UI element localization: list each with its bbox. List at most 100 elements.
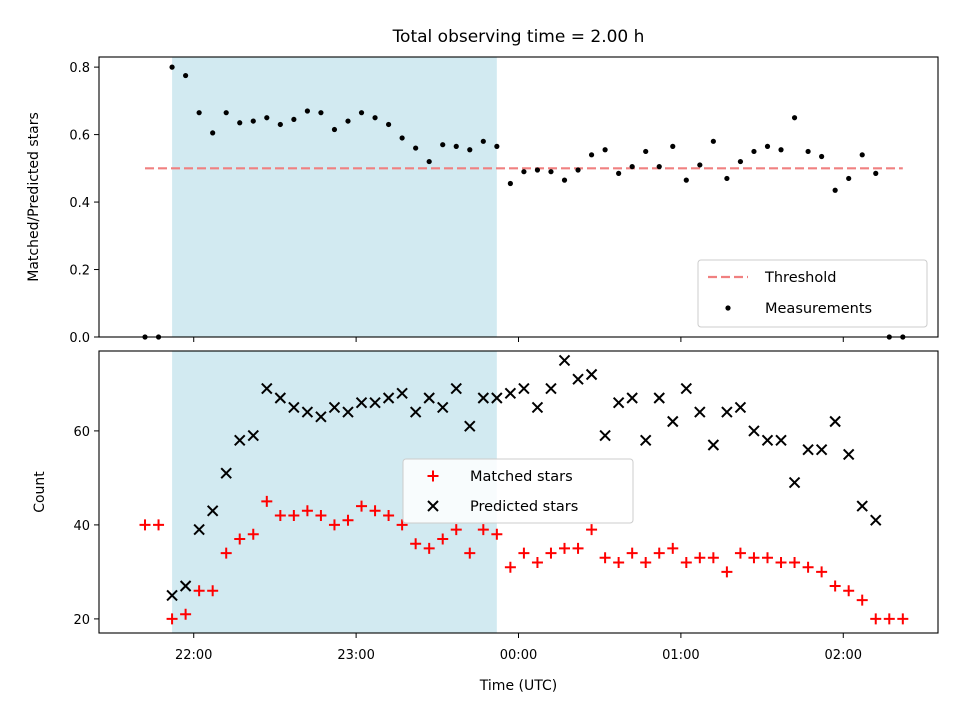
predicted-stars-point	[247, 429, 259, 442]
matched-stars-point	[802, 561, 814, 573]
predicted-stars-point	[382, 392, 395, 404]
legend-predicted-swatch	[427, 500, 439, 512]
predicted-stars-point	[626, 392, 638, 404]
measurements-point	[453, 143, 459, 149]
matched-stars-point	[599, 552, 611, 564]
top-observing-span	[172, 57, 497, 337]
top-legend-box	[697, 259, 928, 328]
matched-stars-point	[180, 608, 192, 620]
predicted-stars-point	[261, 382, 273, 395]
predicted-stars-point	[599, 429, 611, 442]
predicted-stars-point	[694, 406, 706, 418]
predicted-stars-point	[355, 396, 368, 409]
measurements-point	[873, 170, 879, 176]
predicted-stars-point	[748, 425, 760, 437]
measurements-point	[534, 167, 541, 173]
legend-matched-swatch	[427, 470, 439, 482]
predicted-stars-point	[707, 439, 720, 451]
predicted-stars-point	[315, 411, 327, 423]
measurements-point	[467, 147, 473, 153]
predicted-stars-point	[464, 420, 476, 432]
matched-stars-point	[748, 552, 760, 564]
x-tick-label: 01:00	[662, 648, 699, 663]
matched-stars-point	[721, 566, 733, 578]
predicted-stars-point	[667, 415, 679, 428]
measurements-point	[250, 118, 256, 124]
measurements-point	[805, 148, 811, 155]
predicted-stars-point	[274, 392, 287, 404]
measurements-point	[859, 152, 865, 158]
predicted-stars-point	[288, 401, 300, 414]
predicted-stars-point	[842, 448, 855, 461]
predicted-stars-point	[761, 434, 774, 447]
top-y-axis-label: Matched/Predicted stars	[26, 112, 42, 282]
predicted-stars-point	[342, 406, 354, 418]
predicted-stars-point	[518, 382, 530, 395]
measurements-point	[480, 138, 486, 144]
measurements-point	[399, 135, 405, 141]
matched-stars-point	[504, 561, 516, 573]
matched-stars-point	[247, 528, 259, 540]
measurements-point	[183, 72, 189, 79]
predicted-stars-point	[369, 396, 381, 409]
x-tick-label: 23:00	[337, 648, 374, 663]
matched-stars-point	[559, 542, 571, 554]
predicted-stars-point	[545, 382, 557, 395]
count-panel: 20 40 60 22:00 23:00 00:00 01:00 02:00 Matched s…	[73, 350, 939, 663]
matched-stars-point	[491, 528, 503, 540]
matched-stars-point	[274, 510, 286, 521]
matched-stars-point	[626, 547, 638, 559]
predicted-stars-point	[491, 392, 503, 404]
predicted-stars-point	[721, 406, 733, 418]
measurements-point	[372, 115, 378, 121]
x-tick-label: 00:00	[500, 648, 537, 663]
matched-stars-point	[410, 538, 422, 550]
ratio-panel: 0.0 0.2 0.4 0.6 0.8 Threshold Measurements	[69, 56, 939, 346]
predicted-stars-point	[437, 401, 449, 414]
predicted-stars-point	[612, 396, 625, 409]
matched-stars-point	[694, 552, 706, 564]
matched-stars-point	[342, 514, 354, 526]
matched-stars-point	[383, 510, 395, 521]
predicted-stars-point	[450, 382, 462, 395]
matched-stars-point	[707, 552, 719, 564]
measurements-point	[670, 143, 676, 149]
legend-matched-label: Matched stars	[470, 469, 573, 485]
legend-measurements-label: Measurements	[765, 301, 872, 317]
matched-stars-point	[761, 552, 773, 564]
matched-stars-point	[586, 524, 598, 536]
top-y-tick-label: 0.0	[69, 331, 90, 346]
matched-stars-point	[220, 547, 232, 559]
predicted-stars-point	[396, 387, 408, 400]
bottom-y-tick-label: 20	[73, 613, 90, 628]
matched-stars-point	[613, 557, 625, 568]
predicted-stars-point	[504, 387, 517, 400]
matched-stars-point	[816, 566, 828, 578]
measurements-point	[507, 180, 513, 187]
matched-stars-point	[139, 519, 151, 531]
measurements-point	[697, 162, 703, 168]
measurements-point	[710, 138, 716, 144]
measurements-point	[629, 164, 635, 170]
measurements-point	[737, 158, 744, 165]
bottom-y-tick-label: 60	[73, 425, 90, 440]
top-y-tick-label: 0.6	[69, 129, 90, 144]
measurements-point	[494, 143, 500, 149]
predicted-stars-point	[734, 401, 747, 414]
measurements-point	[345, 118, 351, 124]
x-tick-label: 22:00	[175, 648, 212, 663]
matched-stars-point	[545, 547, 557, 559]
predicted-stars-point	[206, 505, 219, 517]
matched-stars-point	[450, 524, 462, 536]
matched-stars-point	[789, 557, 801, 568]
predicted-stars-point	[423, 392, 435, 404]
matched-stars-point	[775, 557, 787, 568]
matched-stars-point	[897, 613, 909, 625]
bottom-legend-box	[402, 458, 634, 524]
bottom-y-tick-label: 40	[73, 519, 90, 534]
predicted-stars-point	[653, 392, 665, 404]
measurements-point	[764, 143, 771, 149]
matched-stars-point	[572, 542, 584, 554]
predicted-stars-point	[680, 382, 693, 395]
matched-stars-point	[356, 500, 368, 512]
